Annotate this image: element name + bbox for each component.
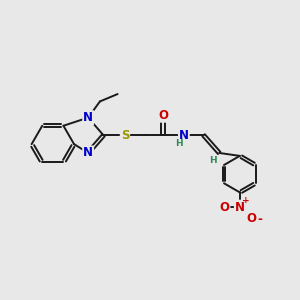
Text: N: N xyxy=(235,201,245,214)
Text: S: S xyxy=(121,129,129,142)
Text: H: H xyxy=(209,156,217,165)
Text: N: N xyxy=(83,146,93,159)
Text: O: O xyxy=(246,212,256,225)
Text: O: O xyxy=(220,201,230,214)
Text: N: N xyxy=(179,129,189,142)
Text: +: + xyxy=(242,196,250,205)
Text: O: O xyxy=(158,109,168,122)
Text: N: N xyxy=(83,111,93,124)
Text: H: H xyxy=(175,139,182,148)
Text: -: - xyxy=(257,213,262,226)
